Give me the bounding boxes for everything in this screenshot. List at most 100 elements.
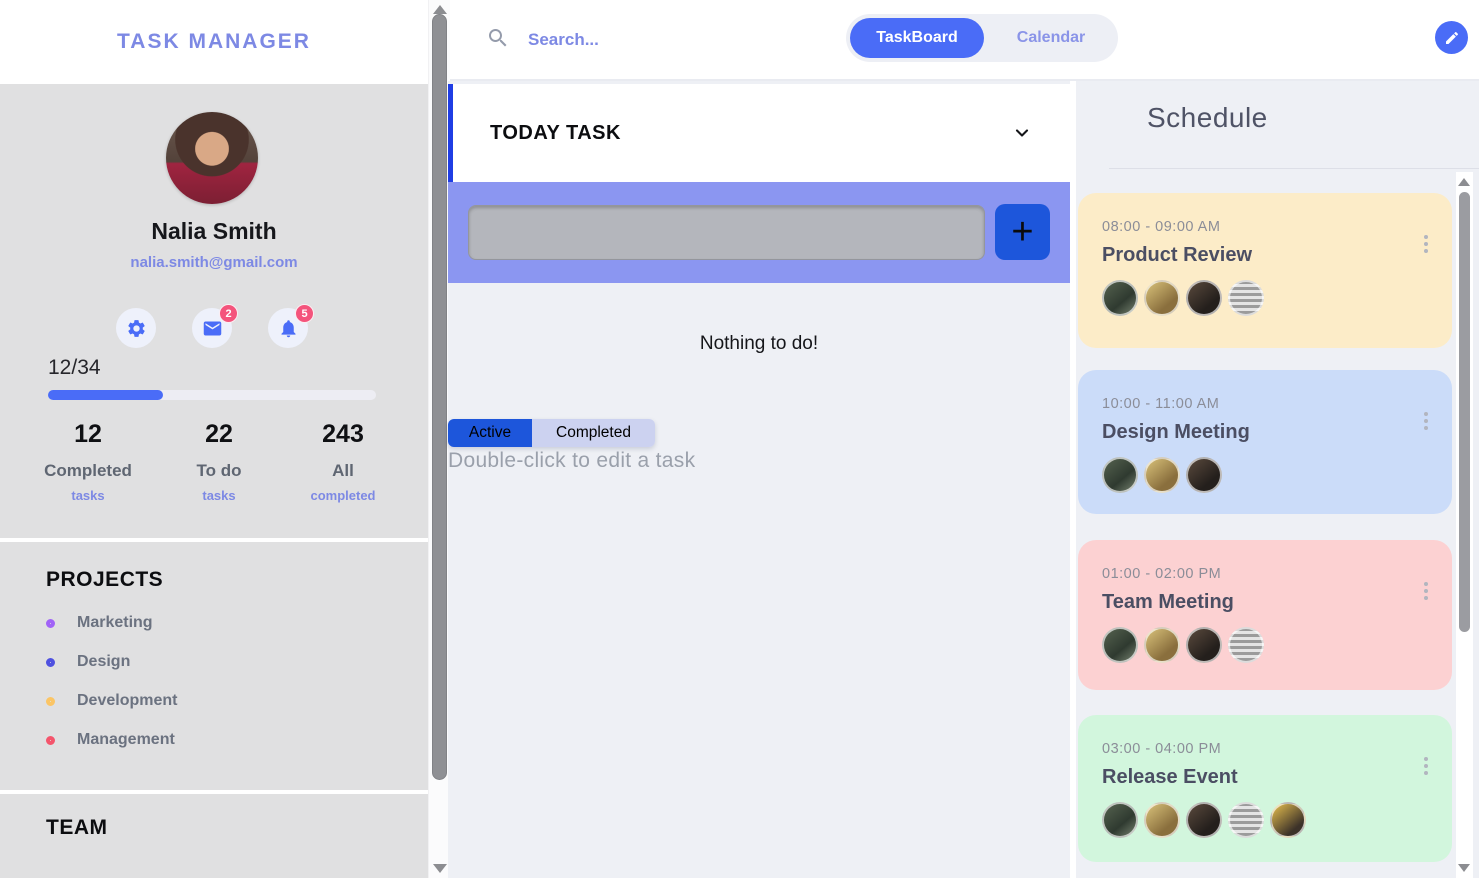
stat-sublabel: tasks <box>202 488 236 503</box>
project-ring-icon <box>46 657 55 667</box>
attendee-avatar <box>1102 457 1138 493</box>
tab-taskboard[interactable]: TaskBoard <box>850 18 984 58</box>
collapse-section-button[interactable] <box>1012 123 1032 143</box>
progress-bar <box>48 390 376 400</box>
project-ring-icon <box>46 696 55 706</box>
add-task-button[interactable]: + <box>995 204 1050 260</box>
edit-hint-text: Double-click to edit a task <box>448 449 696 472</box>
search-icon <box>486 26 510 50</box>
chevron-down-icon <box>1015 129 1029 137</box>
stat-value: 12 <box>74 420 102 448</box>
event-card-product-review[interactable]: 08:00 - 09:00 AM Product Review <box>1078 193 1452 348</box>
project-ring-icon <box>46 735 55 745</box>
section-accent-bar <box>448 84 453 182</box>
edit-button[interactable] <box>1435 21 1468 54</box>
attendee-avatar <box>1186 627 1222 663</box>
project-item-marketing[interactable]: Marketing <box>46 612 177 634</box>
attendee-avatars <box>1102 627 1428 663</box>
attendee-avatar <box>1228 627 1264 663</box>
tab-active[interactable]: Active <box>448 419 532 447</box>
settings-button[interactable] <box>116 308 156 348</box>
projects-heading: PROJECTS <box>46 568 164 591</box>
user-name: Nalia Smith <box>151 218 277 244</box>
scrollbar-thumb[interactable] <box>432 14 447 780</box>
event-menu-button[interactable] <box>1424 235 1428 256</box>
attendee-avatar <box>1228 280 1264 316</box>
tab-completed[interactable]: Completed <box>532 419 655 447</box>
attendee-avatars <box>1102 457 1428 493</box>
event-time: 10:00 - 11:00 AM <box>1102 396 1220 412</box>
event-card-design-meeting[interactable]: 10:00 - 11:00 AM Design Meeting <box>1078 370 1452 514</box>
project-label: Design <box>77 653 131 670</box>
attendee-avatar <box>1144 457 1180 493</box>
projects-section: PROJECTS Marketing Design Development Ma… <box>0 542 428 790</box>
view-toggle: TaskBoard Calendar <box>846 14 1118 62</box>
sidebar-scrollbar[interactable] <box>428 0 450 878</box>
stat-all: 243 All completed <box>273 420 413 503</box>
attendee-avatar <box>1270 802 1306 838</box>
stat-sublabel: completed <box>310 488 376 503</box>
event-title: Product Review <box>1102 244 1253 266</box>
attendee-avatar <box>1144 280 1180 316</box>
attendee-avatars <box>1102 280 1428 316</box>
scrollbar-thumb[interactable] <box>1459 192 1470 632</box>
attendee-avatar <box>1144 802 1180 838</box>
profile-section: Nalia Smith nalia.smith@gmail.com 2 5 12… <box>0 84 428 538</box>
attendee-avatars <box>1102 802 1428 838</box>
scroll-down-arrow[interactable] <box>433 864 447 873</box>
sidebar: TASK MANAGER Nalia Smith nalia.smith@gma… <box>0 0 428 878</box>
event-card-release-event[interactable]: 03:00 - 04:00 PM Release Event <box>1078 715 1452 862</box>
schedule-scrollbar[interactable] <box>1456 172 1473 878</box>
project-item-management[interactable]: Management <box>46 729 177 751</box>
tab-calendar[interactable]: Calendar <box>1016 29 1086 46</box>
event-menu-button[interactable] <box>1424 582 1428 603</box>
stat-sublabel: tasks <box>71 488 105 503</box>
event-card-team-meeting[interactable]: 01:00 - 02:00 PM Team Meeting <box>1078 540 1452 690</box>
task-filter-tabs: Active Completed <box>448 419 655 447</box>
stat-label: To do <box>196 461 242 480</box>
panel-divider <box>1070 81 1076 878</box>
event-menu-button[interactable] <box>1424 412 1428 433</box>
gear-icon <box>127 319 145 337</box>
bell-icon <box>281 319 295 337</box>
search-input[interactable] <box>528 22 788 58</box>
top-bar: TaskBoard Calendar <box>450 0 1479 81</box>
project-label: Development <box>77 692 178 709</box>
user-email: nalia.smith@gmail.com <box>130 254 298 271</box>
add-task-band: + <box>448 182 1070 283</box>
progress-fill <box>48 390 163 400</box>
team-section: TEAM <box>0 794 428 878</box>
stat-todo: 22 To do tasks <box>149 420 289 503</box>
event-title: Design Meeting <box>1102 421 1250 443</box>
stat-label: All <box>332 461 354 480</box>
stat-completed: 12 Completed tasks <box>18 420 158 503</box>
messages-button[interactable]: 2 <box>192 304 238 348</box>
sidebar-header: TASK MANAGER <box>0 0 428 84</box>
attendee-avatar <box>1186 802 1222 838</box>
pencil-icon <box>1445 31 1458 44</box>
schedule-heading: Schedule <box>1147 102 1268 133</box>
scroll-up-arrow[interactable] <box>433 5 447 14</box>
project-item-design[interactable]: Design <box>46 651 177 673</box>
task-board: TODAY TASK + Nothing to do! Active Compl… <box>448 81 1070 878</box>
messages-badge: 2 <box>219 304 238 323</box>
project-list: Marketing Design Development Management <box>46 612 177 768</box>
stat-value: 22 <box>205 420 233 448</box>
team-heading: TEAM <box>46 816 108 839</box>
new-task-input[interactable] <box>468 205 985 260</box>
event-menu-button[interactable] <box>1424 757 1428 778</box>
notifications-button[interactable]: 5 <box>268 304 314 348</box>
scroll-down-arrow[interactable] <box>1458 864 1470 872</box>
scroll-up-arrow[interactable] <box>1458 178 1470 186</box>
event-time: 08:00 - 09:00 AM <box>1102 219 1221 235</box>
app-title: TASK MANAGER <box>117 30 311 53</box>
event-title: Team Meeting <box>1102 591 1234 613</box>
schedule-panel: Schedule 08:00 - 09:00 AM Product Review… <box>1076 81 1479 878</box>
attendee-avatar <box>1102 627 1138 663</box>
today-task-title: TODAY TASK <box>490 121 621 144</box>
schedule-divider <box>1109 168 1479 169</box>
attendee-avatar <box>1186 457 1222 493</box>
project-item-development[interactable]: Development <box>46 690 177 712</box>
event-time: 01:00 - 02:00 PM <box>1102 566 1222 582</box>
